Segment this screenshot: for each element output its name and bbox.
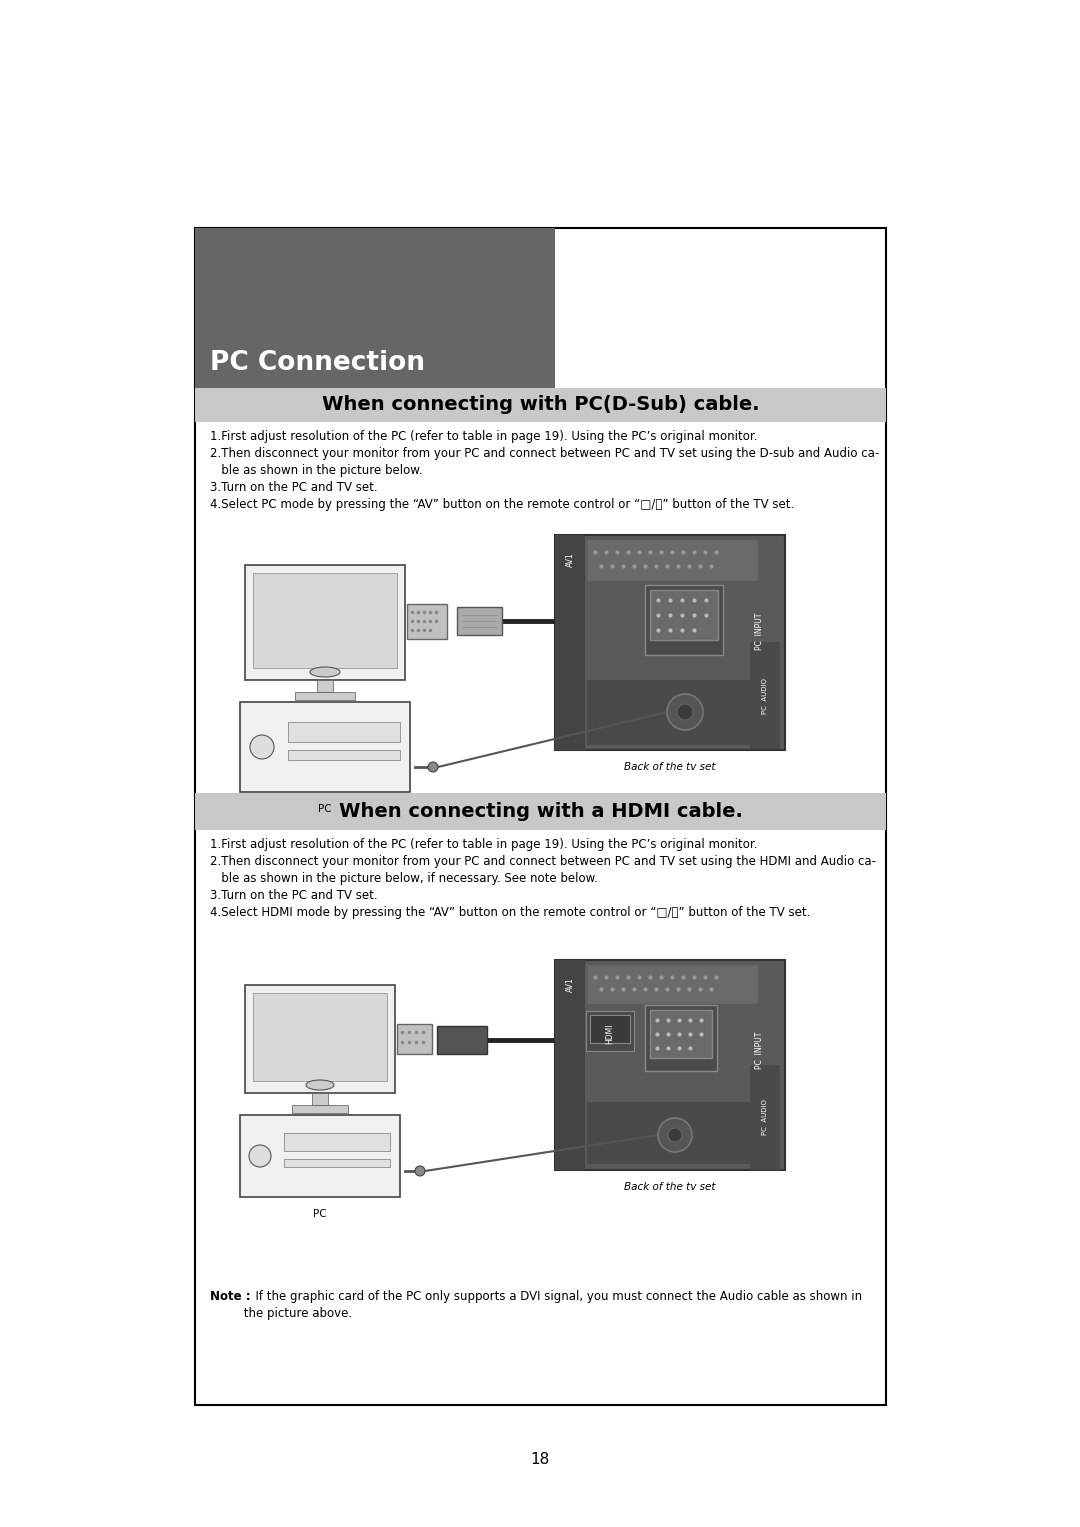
Text: PC: PC [319, 805, 332, 814]
Text: 3.Turn on the PC and TV set.: 3.Turn on the PC and TV set. [210, 481, 378, 495]
Text: AV1: AV1 [566, 553, 575, 568]
Circle shape [249, 734, 274, 759]
Bar [312, 1093, 328, 1106]
Text: ble as shown in the picture below, if necessary. See note below.: ble as shown in the picture below, if ne… [210, 872, 598, 886]
Bar [253, 573, 397, 667]
Text: ble as shown in the picture below.: ble as shown in the picture below. [210, 464, 422, 476]
Bar [195, 388, 886, 421]
Text: 1.First adjust resolution of the PC (refer to table in page 19). Using the PC’s : 1.First adjust resolution of the PC (ref… [210, 431, 757, 443]
Bar [555, 534, 785, 750]
Bar [295, 692, 355, 699]
Bar [292, 1106, 348, 1113]
Bar [588, 680, 752, 745]
Circle shape [428, 762, 438, 773]
Bar [650, 1009, 712, 1058]
Bar [397, 1025, 432, 1054]
Bar [750, 1064, 780, 1170]
Bar [588, 1102, 752, 1164]
Bar [588, 541, 757, 580]
Text: 2.Then disconnect your monitor from your PC and connect between PC and TV set us: 2.Then disconnect your monitor from your… [210, 447, 879, 460]
Circle shape [667, 693, 703, 730]
Text: PC  AUDIO: PC AUDIO [762, 678, 768, 715]
Bar [588, 965, 757, 1003]
Text: PC  INPUT: PC INPUT [756, 1032, 765, 1069]
Bar [457, 608, 502, 635]
Bar [195, 793, 886, 831]
Text: 3.Turn on the PC and TV set.: 3.Turn on the PC and TV set. [210, 889, 378, 902]
Bar [750, 641, 780, 750]
Bar [650, 589, 718, 640]
Ellipse shape [306, 1080, 334, 1090]
Text: When connecting with a HDMI cable.: When connecting with a HDMI cable. [338, 802, 742, 822]
Bar [288, 722, 400, 742]
Bar [645, 585, 723, 655]
Text: AV1: AV1 [566, 977, 575, 993]
Text: HDMI: HDMI [606, 1023, 615, 1044]
Bar [284, 1159, 390, 1167]
Bar [586, 1011, 634, 1051]
Bar [288, 750, 400, 760]
Bar [555, 960, 785, 1170]
Text: 2.Then disconnect your monitor from your PC and connect between PC and TV set us: 2.Then disconnect your monitor from your… [210, 855, 876, 867]
Circle shape [249, 1145, 271, 1167]
Bar [645, 1005, 717, 1070]
Text: When connecting with PC(D-Sub) cable.: When connecting with PC(D-Sub) cable. [322, 395, 759, 414]
Bar [407, 605, 447, 638]
Circle shape [677, 704, 693, 721]
Bar [253, 993, 387, 1081]
Bar [195, 228, 886, 1405]
Text: 4.Select PC mode by pressing the “AV” button on the remote control or “□/⬜” butt: 4.Select PC mode by pressing the “AV” bu… [210, 498, 794, 512]
Circle shape [658, 1118, 692, 1151]
Bar [555, 534, 585, 750]
Bar [590, 1015, 630, 1043]
Text: Back of the tv set: Back of the tv set [624, 1182, 716, 1193]
Ellipse shape [310, 667, 340, 676]
Bar [245, 565, 405, 680]
Text: PC Connection: PC Connection [210, 350, 426, 376]
Text: PC: PC [313, 1209, 327, 1219]
Circle shape [669, 1128, 681, 1142]
Text: PC  AUDIO: PC AUDIO [762, 1099, 768, 1136]
Text: Note :: Note : [210, 1290, 251, 1303]
Text: If the graphic card of the PC only supports a DVI signal, you must connect the A: If the graphic card of the PC only suppo… [248, 1290, 862, 1303]
Bar [437, 1026, 487, 1054]
Text: Back of the tv set: Back of the tv set [624, 762, 716, 773]
Text: 18: 18 [530, 1452, 550, 1467]
Bar [318, 680, 333, 692]
Bar [240, 1115, 400, 1197]
Bar [245, 985, 395, 1093]
Bar [240, 702, 410, 793]
Circle shape [415, 1167, 426, 1176]
Text: 4.Select HDMI mode by pressing the “AV” button on the remote control or “□/⬜” bu: 4.Select HDMI mode by pressing the “AV” … [210, 906, 810, 919]
Bar [284, 1133, 390, 1151]
Bar [555, 960, 585, 1170]
Bar [195, 228, 555, 388]
Text: PC  INPUT: PC INPUT [756, 612, 765, 651]
Text: the picture above.: the picture above. [210, 1307, 352, 1319]
Text: 1.First adjust resolution of the PC (refer to table in page 19). Using the PC’s : 1.First adjust resolution of the PC (ref… [210, 838, 757, 851]
